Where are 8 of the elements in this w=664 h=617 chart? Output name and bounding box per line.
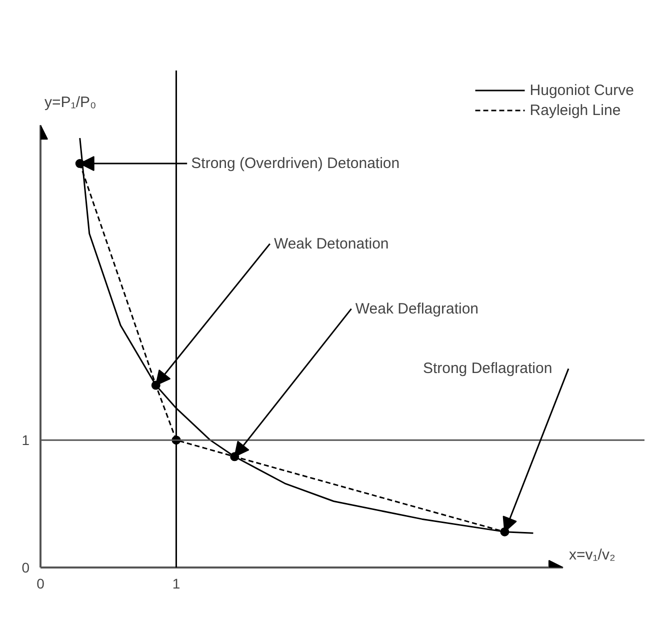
annotation: Weak Detonation [274,235,389,252]
annotation: Weak Deflagration [355,300,479,318]
y-axis-title: y=P₁/P₀ [44,94,96,112]
annotation: Strong Deflagration [422,360,552,378]
x-axis-title: x=v₁/v₂ [568,546,616,564]
annotation: Strong (Overdriven) Detonation [191,155,400,172]
legend-label: Rayleigh Line [530,102,621,118]
legend-label: Hugoniot Curve [530,82,634,98]
